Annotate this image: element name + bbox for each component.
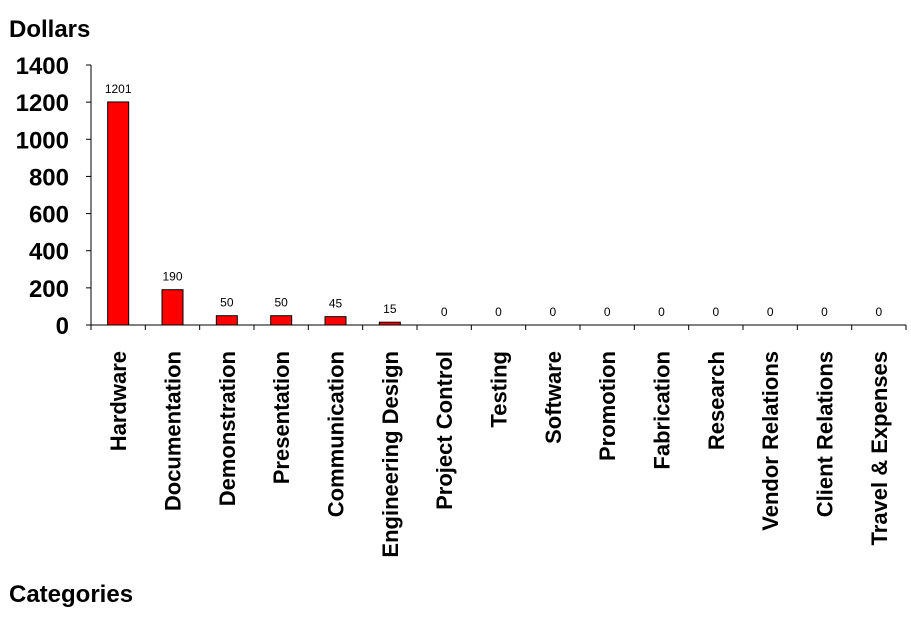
x-tick-label: Demonstration xyxy=(215,351,240,506)
bar-demonstration xyxy=(215,315,238,326)
data-label: 0 xyxy=(875,305,882,319)
data-label: 0 xyxy=(549,305,556,319)
x-axis-ticks: Hardware Documentation Demonstration Presen… xyxy=(90,325,907,558)
x-tick-label: Presentation xyxy=(269,351,294,484)
y-tick-label: 1400 xyxy=(16,53,69,80)
x-tick-label: Vendor Relations xyxy=(758,351,783,531)
x-tick-label: Documentation xyxy=(161,351,186,511)
x-tick-label: Hardware xyxy=(106,351,131,451)
x-tick-label: Testing xyxy=(487,351,512,428)
x-tick-label: Research xyxy=(704,351,729,450)
x-tick-label: Communication xyxy=(324,351,349,517)
bar-documentation xyxy=(161,289,184,326)
x-tick-label: Promotion xyxy=(595,351,620,461)
y-tick-label: 600 xyxy=(29,202,69,229)
data-label: 1201 xyxy=(105,82,132,96)
data-label: 0 xyxy=(712,305,719,319)
y-tick-label: 0 xyxy=(56,313,69,340)
data-label: 190 xyxy=(162,270,182,284)
data-labels-group: 1201 190 50 50 45 15 0 0 0 0 0 0 0 0 0 xyxy=(105,82,883,319)
data-label: 15 xyxy=(383,302,397,316)
x-tick-label: Project Control xyxy=(432,351,457,510)
data-label: 0 xyxy=(441,305,448,319)
y-axis-ticks: 0 200 400 600 800 1000 1200 1400 xyxy=(16,53,91,340)
x-tick-label: Fabrication xyxy=(650,351,675,470)
y-tick-label: 800 xyxy=(29,164,69,191)
data-label: 50 xyxy=(220,296,234,310)
y-tick-label: 200 xyxy=(29,276,69,303)
bars-group xyxy=(107,101,401,326)
data-label: 45 xyxy=(329,297,343,311)
data-label: 0 xyxy=(604,305,611,319)
x-tick-label: Client Relations xyxy=(813,351,838,517)
data-label: 0 xyxy=(821,305,828,319)
y-tick-label: 1000 xyxy=(16,127,69,154)
x-axis-title: Categories xyxy=(9,581,133,608)
x-tick-label: Software xyxy=(541,351,566,444)
bar-presentation xyxy=(270,315,293,326)
data-label: 0 xyxy=(658,305,665,319)
y-tick-label: 400 xyxy=(29,239,69,266)
data-label: 0 xyxy=(767,305,774,319)
bar-communication xyxy=(324,316,347,326)
bar-hardware xyxy=(107,101,130,326)
y-axis-title: Dollars xyxy=(9,16,90,43)
data-label: 0 xyxy=(495,305,502,319)
x-tick-label: Travel & Expenses xyxy=(867,351,892,545)
data-label: 50 xyxy=(274,296,288,310)
x-tick-label: Engineering Design xyxy=(378,351,403,558)
y-tick-label: 1200 xyxy=(16,90,69,117)
